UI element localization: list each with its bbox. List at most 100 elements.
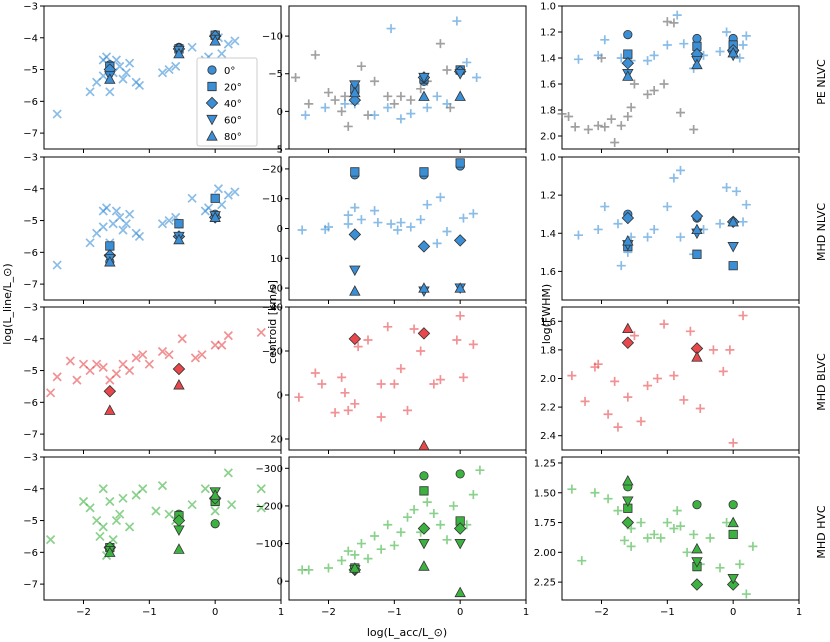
- observation-x-marker: [111, 515, 122, 526]
- y-tick-label: −7: [23, 580, 38, 591]
- observation-plus-marker: [449, 501, 459, 511]
- row-label-mhd-nlvc: MHD NLVC: [815, 203, 828, 261]
- panel-1-1: −20 −10 0 10 20: [262, 156, 527, 304]
- model-marker-diamond: [726, 578, 740, 591]
- y-tick-label: 5: [277, 145, 283, 156]
- observation-grey-plus-marker: [435, 39, 445, 49]
- observation-plus-marker: [662, 202, 672, 212]
- observation-plus-marker: [403, 512, 412, 522]
- observation-plus-marker: [458, 372, 468, 382]
- model-marker-tri_up: [209, 211, 221, 222]
- observation-plus-marker: [672, 10, 682, 20]
- y-tick-label: 2.2: [540, 403, 556, 414]
- observation-plus-marker: [422, 103, 432, 113]
- observation-x-marker: [98, 222, 108, 232]
- observation-x-marker: [223, 330, 233, 341]
- observation-plus-marker: [669, 524, 679, 533]
- observation-x-marker: [101, 203, 112, 213]
- y-tick-label: −7: [23, 280, 38, 291]
- model-marker-tri_down: [727, 573, 739, 585]
- panel-frame: [561, 156, 800, 301]
- model-marker-tri_up: [209, 489, 221, 500]
- observation-plus-marker: [662, 40, 672, 50]
- observation-plus-marker: [580, 396, 590, 406]
- observation-x-marker: [85, 503, 95, 513]
- y-tick-label: −3: [23, 303, 38, 314]
- observation-plus-marker: [722, 183, 732, 193]
- observation-plus-marker: [738, 217, 748, 227]
- observation-plus-marker: [432, 238, 442, 248]
- observation-plus-marker: [422, 497, 432, 507]
- panel-0-1: −10 −5 0 5: [262, 5, 527, 156]
- panel-3-1: −300 −200 −100 0 −2 −1 0 1: [256, 456, 529, 618]
- observation-plus-marker: [383, 322, 393, 332]
- model-marker-diamond: [453, 234, 467, 247]
- observation-x-marker: [227, 500, 237, 510]
- y-tick-label: 1.6: [540, 80, 556, 91]
- y-tick-label: −7: [23, 430, 38, 441]
- observation-plus-marker: [406, 222, 416, 232]
- model-marker-diamond: [417, 522, 431, 535]
- model-marker-square: [350, 167, 360, 177]
- y-tick-label: 1.25: [534, 458, 556, 469]
- model-marker-tri_up: [454, 282, 466, 293]
- panel-2-2: 2.4 2.2 2.0 1.8 1.6: [540, 306, 800, 454]
- observation-x-marker: [52, 109, 62, 119]
- model-marker-diamond: [417, 240, 431, 253]
- observation-x-marker: [118, 493, 128, 503]
- panel-frame: [43, 156, 282, 301]
- observation-plus-marker: [629, 331, 639, 341]
- observation-grey-plus-marker: [629, 79, 639, 89]
- y-tick-label: −4: [23, 184, 38, 195]
- observation-plus-marker: [468, 339, 478, 349]
- observation-plus-marker: [363, 554, 373, 564]
- observation-plus-marker: [350, 203, 360, 213]
- x-tick-label: −1: [660, 607, 675, 618]
- observation-plus-marker: [685, 326, 695, 336]
- observation-plus-marker: [613, 422, 623, 432]
- observation-plus-marker: [735, 53, 745, 63]
- observation-plus-marker: [429, 379, 439, 389]
- y-tick-label: 1.4: [540, 54, 556, 65]
- observation-plus-marker: [741, 589, 751, 599]
- model-marker-square: [105, 241, 115, 251]
- x-tick-label: −2: [321, 607, 336, 618]
- model-marker-tri_up: [418, 282, 430, 293]
- observation-x-marker: [164, 215, 174, 226]
- model-marker-square: [692, 249, 702, 259]
- observation-plus-marker: [475, 465, 485, 475]
- observation-x-marker: [157, 68, 168, 78]
- observation-plus-marker: [636, 518, 646, 528]
- observation-plus-marker: [725, 345, 735, 355]
- model-marker-square: [419, 167, 429, 177]
- observation-x-marker: [45, 388, 56, 398]
- y-tick-label: −4: [23, 334, 38, 345]
- observation-plus-marker: [429, 508, 439, 518]
- observation-plus-marker: [416, 215, 426, 225]
- x-tick-label: 0: [730, 607, 736, 618]
- model-marker-diamond: [690, 578, 704, 591]
- y-tick-label: 2.0: [540, 132, 556, 143]
- model-marker-diamond: [621, 56, 635, 70]
- legend-label: 60°: [224, 116, 242, 127]
- observation-plus-marker: [455, 311, 465, 321]
- observation-plus-marker: [722, 518, 732, 528]
- observation-grey-plus-marker: [606, 114, 616, 124]
- observation-grey-plus-marker: [291, 73, 301, 82]
- legend-marker-square: [207, 81, 217, 92]
- panel-frame: [43, 456, 282, 601]
- model-marker-tri_up: [622, 474, 634, 486]
- observation-grey-plus-marker: [669, 18, 679, 28]
- observation-x-marker: [138, 350, 148, 360]
- model-marker-diamond: [348, 228, 362, 241]
- model-marker-tri_up: [349, 86, 361, 98]
- panel-frame: [288, 306, 527, 451]
- observation-plus-marker: [567, 371, 577, 381]
- observation-x-marker: [187, 193, 197, 203]
- observation-x-marker: [217, 340, 227, 350]
- observation-plus-marker: [676, 165, 685, 175]
- observation-plus-marker: [442, 226, 452, 236]
- y-tick-label: −6: [23, 548, 38, 559]
- observation-plus-marker: [472, 73, 482, 82]
